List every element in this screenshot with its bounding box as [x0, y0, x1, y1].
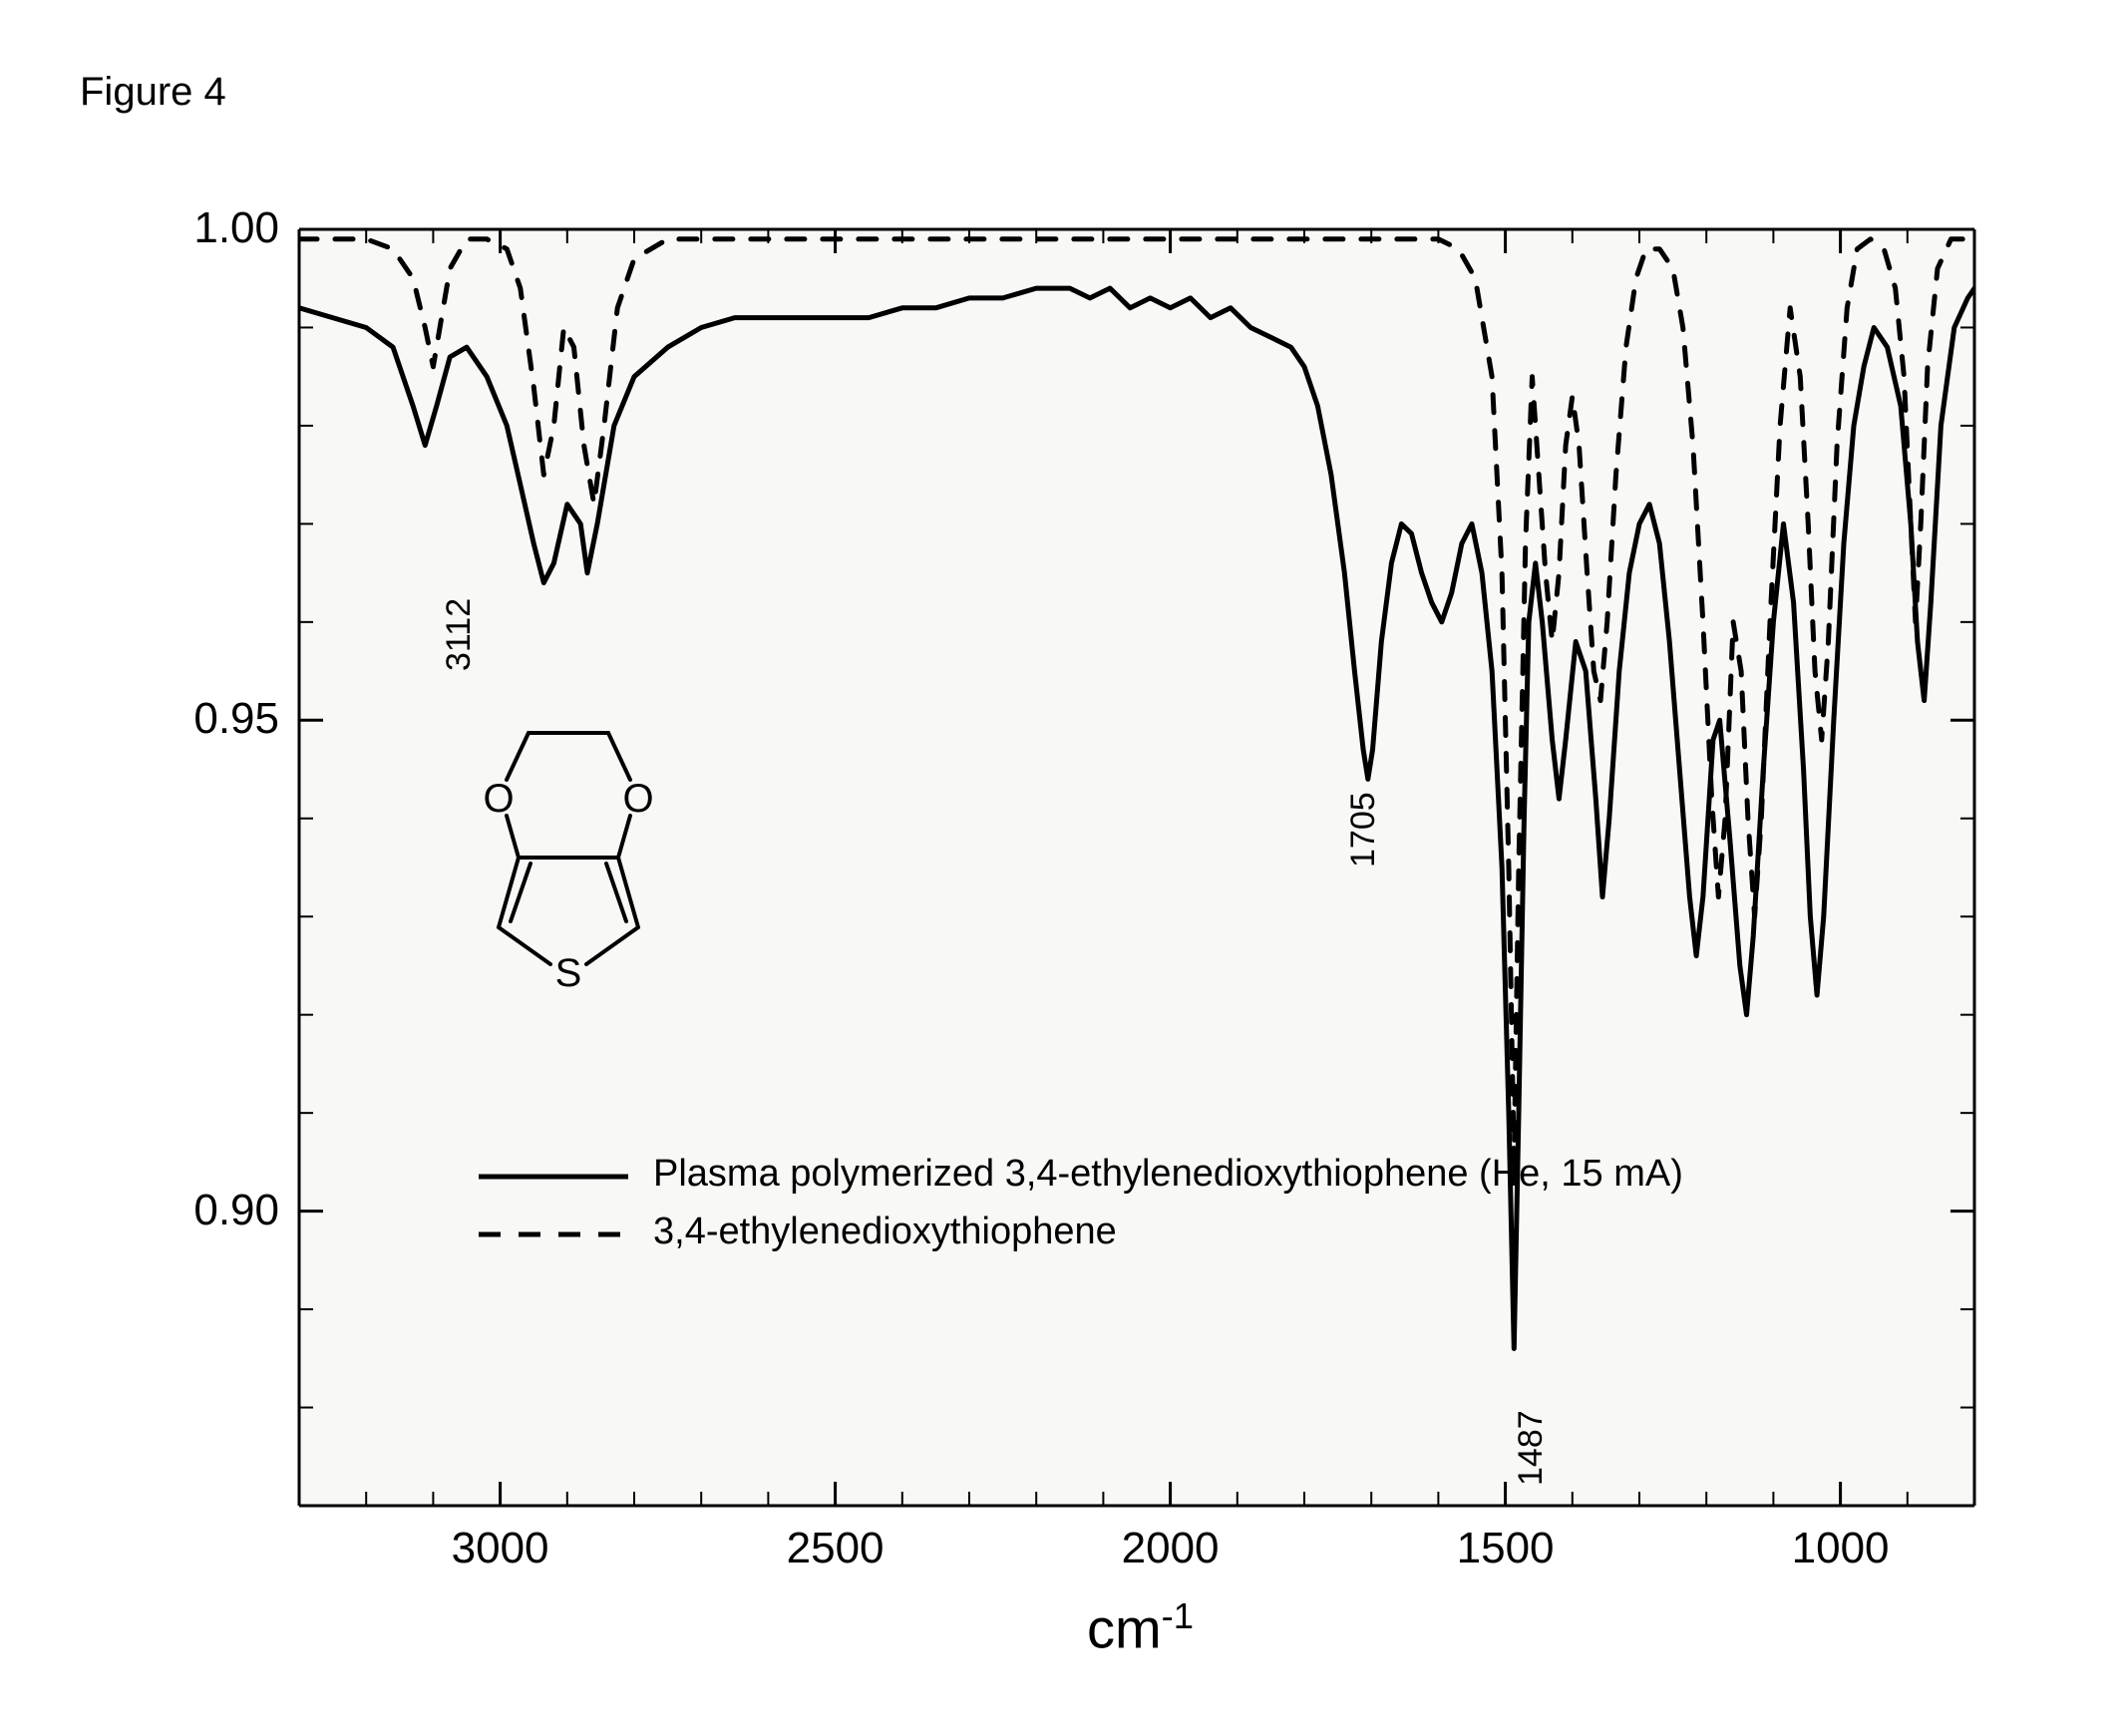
x-tick-label: 1000 [1792, 1524, 1890, 1573]
chart-svg: O O S [0, 0, 2124, 1736]
peak-label: 1487 [1512, 1411, 1551, 1487]
legend-text: 3,4-ethylenedioxythiophene [653, 1211, 1117, 1253]
series-dashed [299, 239, 1974, 1163]
y-tick-label: 0.95 [160, 694, 279, 744]
x-tick-label: 1500 [1457, 1524, 1555, 1573]
molecule-icon: O O S [483, 733, 653, 995]
y-tick-label: 1.00 [160, 203, 279, 253]
x-tick-label: 2500 [787, 1524, 885, 1573]
x-tick-label: 3000 [452, 1524, 549, 1573]
y-tick-label: 0.90 [160, 1186, 279, 1235]
molecule-atom-label: O [622, 777, 653, 821]
legend-text: Plasma polymerized 3,4-ethylenedioxythio… [653, 1153, 1683, 1196]
peak-label: 3112 [440, 598, 479, 671]
x-axis-title: cm-1 [1087, 1595, 1194, 1661]
molecule-atom-label: O [483, 777, 514, 821]
molecule-atom-label: S [555, 951, 582, 995]
x-tick-label: 2000 [1122, 1524, 1220, 1573]
peak-label: 1705 [1344, 792, 1383, 868]
